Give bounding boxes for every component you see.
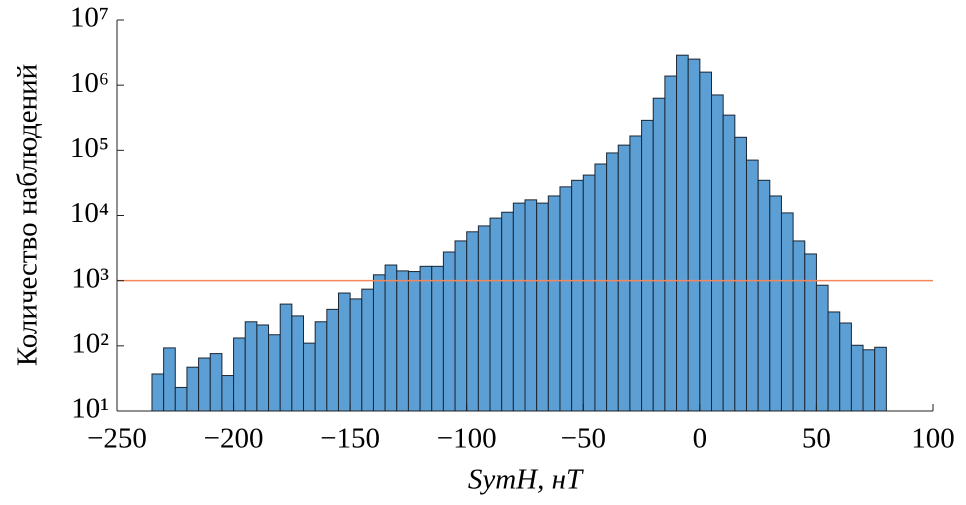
bar (512, 202, 526, 412)
bar (547, 195, 561, 412)
x-tick-label: 50 (802, 423, 831, 455)
bar (384, 264, 398, 412)
bar (337, 292, 351, 412)
bar (244, 321, 258, 412)
y-tick-label: 10⁵ (70, 132, 109, 164)
bar (174, 386, 188, 412)
bar (279, 303, 293, 412)
x-tick-label: 100 (911, 423, 955, 455)
bar (874, 346, 887, 412)
bar (734, 136, 747, 412)
bar (442, 251, 456, 412)
bar (477, 225, 491, 412)
x-tick-label: −50 (561, 423, 606, 455)
bar (582, 174, 596, 412)
bar (745, 159, 759, 412)
bar (827, 311, 841, 412)
bar (209, 353, 223, 412)
bar (186, 366, 200, 412)
bar (466, 231, 479, 412)
bar (862, 349, 876, 412)
bar (606, 152, 619, 412)
bar (372, 274, 386, 412)
x-tick-label: −100 (437, 423, 497, 455)
bar (454, 240, 468, 412)
bar (711, 94, 724, 412)
bar (291, 315, 305, 412)
bar (804, 253, 817, 412)
bar (314, 321, 328, 412)
bar (594, 163, 608, 412)
bar (501, 211, 514, 412)
bar (664, 75, 678, 412)
bar (676, 54, 689, 412)
bar (198, 357, 211, 412)
bar (769, 195, 782, 412)
bar (361, 288, 374, 412)
y-tick-label: 10¹ (71, 393, 109, 425)
x-tick-label: 0 (693, 423, 708, 455)
bar (687, 58, 701, 412)
bar (268, 334, 281, 412)
bar (757, 179, 771, 412)
bar (407, 271, 421, 412)
bar (233, 337, 246, 412)
bar (396, 270, 409, 412)
bar (221, 375, 235, 412)
bar (699, 71, 713, 412)
x-tick-label: −150 (320, 423, 380, 455)
bar (163, 347, 176, 412)
bar (524, 199, 538, 412)
bar (629, 135, 643, 412)
bar (349, 298, 363, 412)
y-tick-label: 10⁶ (70, 67, 109, 99)
bar (256, 324, 270, 412)
bar (792, 240, 806, 412)
bar (780, 212, 794, 412)
bar (850, 344, 864, 412)
y-tick-label: 10⁴ (70, 197, 109, 229)
x-tick-label: −250 (87, 423, 147, 455)
bar (431, 265, 444, 412)
bar (641, 119, 654, 412)
bar (151, 373, 165, 412)
bar (419, 265, 433, 412)
bar (839, 322, 852, 412)
bar (559, 186, 573, 412)
bar (326, 308, 339, 412)
y-tick-label: 10⁷ (70, 2, 109, 34)
bar (489, 217, 503, 412)
bar (536, 202, 549, 412)
y-tick-label: 10³ (71, 262, 109, 294)
bar (722, 114, 736, 412)
x-axis-label: SymH, нТ (468, 464, 584, 496)
y-tick-label: 10² (71, 327, 109, 359)
bar (652, 97, 666, 412)
y-axis-label: Количество наблюдений (12, 64, 44, 366)
x-tick-label: −200 (204, 423, 264, 455)
bar (617, 144, 631, 412)
bar (571, 179, 584, 412)
bar (303, 342, 316, 412)
bar (815, 284, 829, 412)
